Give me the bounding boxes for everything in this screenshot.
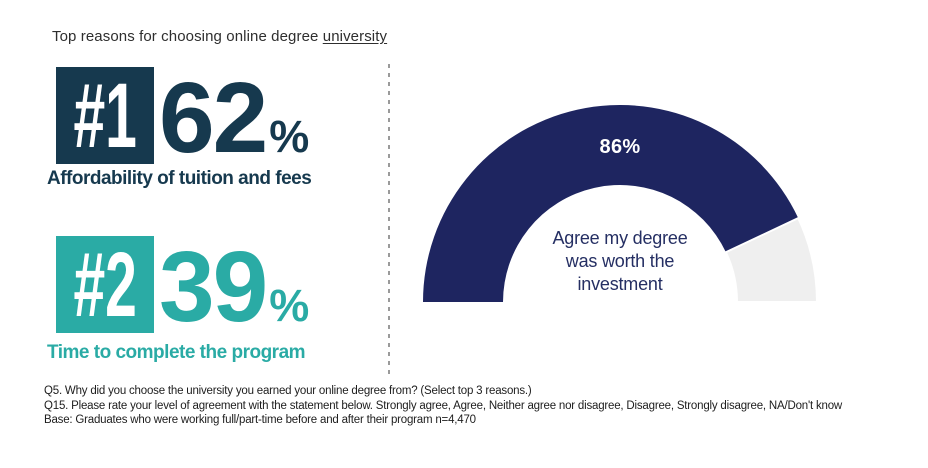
reason-2-percent-sign: % (269, 280, 310, 331)
gauge-remainder-arc (724, 216, 817, 303)
gauge-caption: Agree my degree was worth the investment (520, 227, 720, 296)
rank-1-badge: #1 (56, 67, 154, 164)
gauge-caption-line: investment (577, 274, 663, 294)
dashed-divider (388, 64, 390, 378)
footnote-q15: Q15. Please rate your level of agreement… (44, 399, 843, 412)
reason-1-percent-sign: % (269, 111, 310, 162)
reason-2-number: 39 (159, 231, 268, 343)
gauge-caption-line: was worth the (565, 251, 675, 271)
reason-1-caption: Affordability of tuition and fees (47, 168, 312, 189)
footnote-q5: Q5. Why did you choose the university yo… (44, 385, 532, 397)
page-title: Top reasons for choosing online degree u… (52, 28, 387, 45)
reason-1-number: 62 (159, 62, 268, 174)
rank-1-label: #1 (73, 64, 137, 167)
gauge-value-label: 86% (599, 136, 641, 158)
reason-2-row: #2 39% (56, 236, 309, 337)
reason-1-row: #1 62% (56, 67, 309, 168)
footnotes: Q5. Why did you choose the university yo… (44, 384, 842, 428)
footnote-base: Base: Graduates who were working full/pa… (44, 414, 476, 426)
rank-2-badge: #2 (56, 236, 154, 333)
title-text: Top reasons for choosing online degree (52, 28, 323, 45)
gauge-chart (423, 105, 817, 303)
title-underlined-word: university (322, 28, 388, 45)
reason-1-value: 62% (159, 68, 310, 193)
rank-2-label: #2 (73, 233, 137, 336)
reason-2-value: 39% (159, 237, 310, 362)
gauge-caption-line: Agree my degree (552, 228, 688, 248)
reason-2-caption: Time to complete the program (47, 342, 306, 363)
gauge-filled-arc (423, 105, 799, 302)
